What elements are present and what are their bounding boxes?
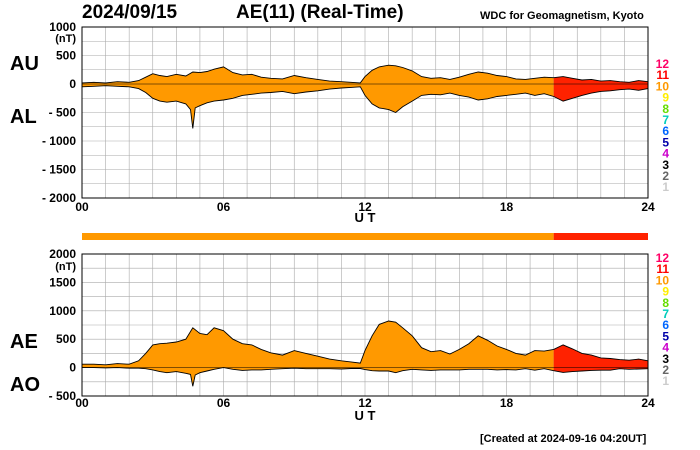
page-title: AE(11) (Real-Time) (236, 2, 404, 23)
level-label: 1 (662, 374, 669, 388)
area-fill-segment-1 (82, 65, 554, 129)
x-tick-label: 00 (75, 396, 89, 410)
level-label: 5 (662, 329, 669, 343)
series-line-ae (82, 320, 649, 366)
x-tick-label: 06 (217, 396, 231, 410)
level-label: 7 (662, 113, 669, 127)
y-tick-label: - 1500 (42, 163, 76, 177)
level-label: 8 (662, 102, 669, 116)
created-timestamp: [Created at 2024-09-16 04:20UT] (480, 433, 647, 445)
level-label: 9 (662, 91, 669, 105)
area-fill-segment-2 (553, 344, 648, 373)
level-label: 3 (662, 352, 669, 366)
y-tick-label: 2000 (49, 247, 76, 261)
x-axis-label: U T (355, 408, 376, 423)
level-label: 2 (662, 169, 669, 183)
level-label: 7 (662, 307, 669, 321)
y-tick-label: 1000 (49, 304, 76, 318)
level-label: 5 (662, 135, 669, 149)
plot-frame (81, 26, 649, 199)
y-unit-label: (nT) (55, 261, 76, 273)
level-label: 11 (656, 262, 669, 276)
x-tick-label: 06 (217, 200, 231, 214)
y-tick-label: 1000 (49, 20, 76, 34)
x-tick-label: 24 (641, 396, 655, 410)
y-tick-label: 500 (56, 332, 76, 346)
x-tick-label: 12 (358, 396, 372, 410)
level-label: 9 (662, 285, 669, 299)
area-fill-segment-2 (553, 76, 648, 102)
level-label: 6 (662, 124, 669, 138)
x-tick-label: 12 (358, 200, 372, 214)
level-label: 1 (662, 180, 669, 194)
series-label-ao: AO (10, 374, 40, 396)
y-tick-label: - 500 (49, 106, 77, 120)
level-label: 10 (656, 79, 670, 93)
level-label: 11 (656, 68, 669, 82)
chart-panel-1: 1000 500 0 - 500 - 1000 - 1500 - 2000 (nT) 00 06 1… (10, 20, 669, 225)
level-label: 12 (656, 57, 670, 71)
x-tick-label: 00 (75, 200, 89, 214)
series-line-al (81, 85, 649, 129)
y-tick-label: 1500 (49, 275, 76, 289)
level-label: 2 (662, 363, 669, 377)
quality-bar (82, 233, 648, 240)
series-line-ao (82, 367, 649, 387)
series-label-ae: AE (10, 331, 38, 353)
plot-frame (81, 253, 649, 397)
quality-bar-segment-1 (82, 233, 554, 240)
quality-bar-segment-2 (553, 233, 648, 240)
level-label: 4 (662, 341, 669, 355)
y-tick-label: 0 (69, 361, 76, 375)
page-title-date: 2024/09/15 (82, 2, 178, 23)
x-tick-label: 18 (500, 396, 514, 410)
y-tick-label: - 1000 (42, 134, 76, 148)
level-label: 4 (662, 147, 669, 161)
y-tick-label: - 2000 (42, 191, 76, 205)
level-label: 12 (656, 251, 670, 265)
y-tick-label: 500 (56, 49, 76, 63)
series-label-al: AL (10, 106, 37, 128)
level-label: 8 (662, 296, 669, 310)
y-tick-label: 0 (69, 77, 76, 91)
x-tick-label: 18 (500, 200, 514, 214)
y-tick-label: - 500 (49, 389, 77, 403)
level-label: 6 (662, 318, 669, 332)
series-line-au (81, 64, 649, 84)
x-axis-label: U T (355, 210, 376, 225)
level-label: 3 (662, 158, 669, 172)
x-tick-label: 24 (641, 200, 655, 214)
credit-text: WDC for Geomagnetism, Kyoto (480, 10, 644, 22)
level-label: 10 (656, 273, 670, 287)
series-label-au: AU (10, 53, 39, 75)
y-unit-label: (nT) (55, 33, 76, 45)
